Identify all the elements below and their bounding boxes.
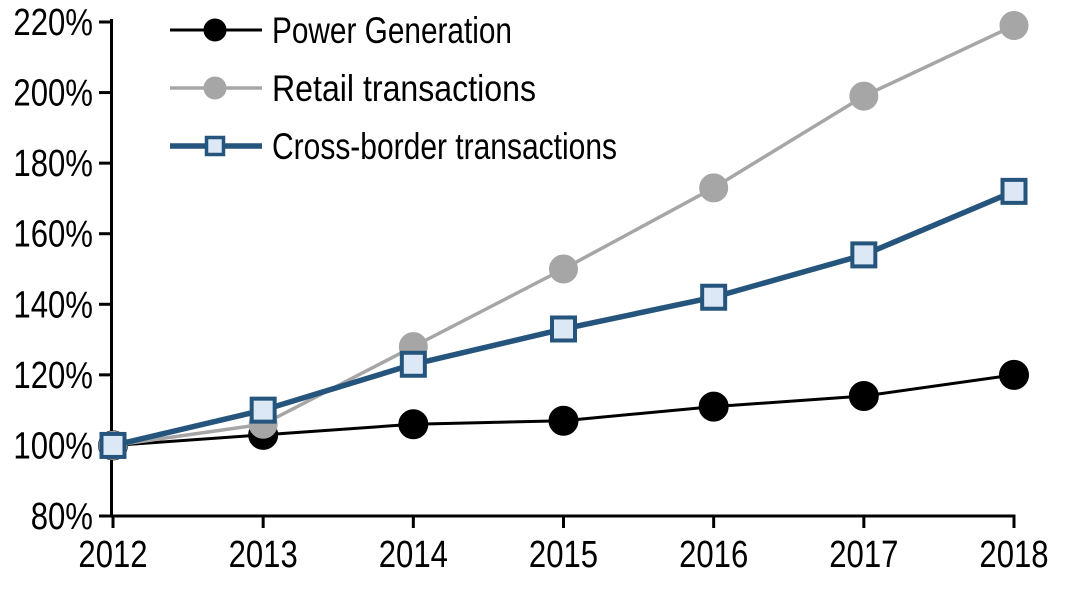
legend: Power Generation Retail transactions Cross… [170,10,617,167]
data-point-power-generation-2014 [398,409,429,440]
y-tick-label: 200% [13,73,93,115]
x-tick-label: 2013 [229,534,298,576]
legend-marker-circle [203,76,227,100]
y-tick-label: 160% [13,214,93,256]
data-point-power-generation-2016 [698,391,729,422]
data-point-retail-transactions-2017 [849,81,879,111]
data-point-cross-border-transactions-2018 [1000,177,1028,205]
data-point-power-generation-2015 [548,405,579,436]
legend-label: Retail transactions [272,68,536,109]
x-tick-label: 2015 [529,534,598,576]
x-tick-label: 2018 [979,534,1048,576]
x-tick-label: 2012 [78,534,147,576]
data-point-cross-border-transactions-2015 [550,315,577,343]
data-point-cross-border-transactions-2013 [249,396,277,424]
legend-marker-circle [203,18,227,42]
legend-item-power-generation: Power Generation [170,10,512,51]
data-point-retail-transactions-2018 [999,11,1029,41]
y-tick-label: 100% [13,425,93,467]
data-point-cross-border-transactions-2014 [399,350,427,378]
x-tick-label: 2014 [379,534,448,576]
legend-item-cross-border-transactions: Cross-border transactions [170,126,617,167]
data-point-retail-transactions-2015 [549,254,578,284]
x-axis: 2012 2013 2014 2015 2016 2017 2018 [78,516,1049,576]
y-tick-label: 180% [13,143,93,185]
y-tick-label: 140% [13,284,93,326]
x-tick-label: 2016 [679,534,748,576]
data-point-cross-border-transactions-2016 [700,283,728,311]
legend-item-retail-transactions: Retail transactions [170,68,536,109]
legend-label: Power Generation [272,10,512,51]
data-point-retail-transactions-2016 [699,173,729,203]
data-point-power-generation-2017 [848,381,879,412]
legend-marker-square [204,135,226,157]
series-power-generation [98,359,1029,461]
y-tick-label: 220% [13,2,93,44]
y-tick-label: 80% [31,496,93,538]
data-point-cross-border-transactions-2012 [99,431,127,459]
legend-label: Cross-border transactions [272,126,617,167]
y-axis: 220% 200% 180% 160% 140% 120% 100% 80% [13,2,112,538]
x-tick-label: 2017 [829,534,898,576]
data-point-power-generation-2018 [999,359,1029,390]
y-tick-label: 120% [13,355,93,397]
series-cross-border-transactions [99,177,1028,459]
data-point-cross-border-transactions-2017 [850,241,878,269]
